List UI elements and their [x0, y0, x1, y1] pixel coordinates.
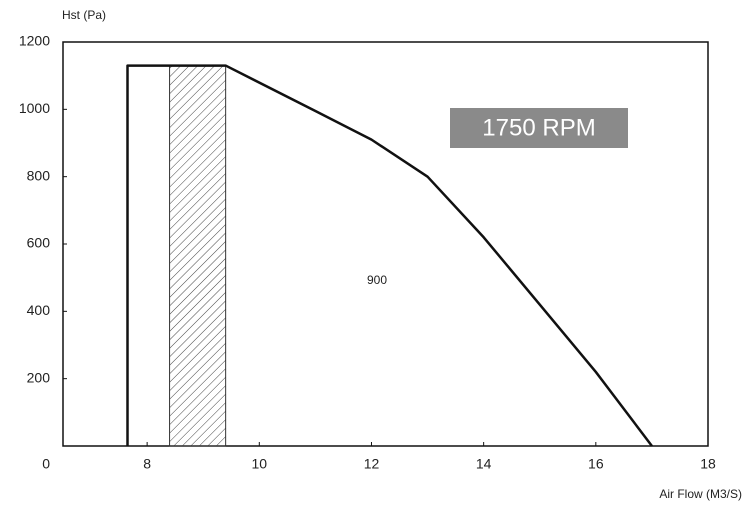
y-tick-label: 600	[27, 235, 51, 251]
hatched-band	[170, 66, 226, 446]
region-label: 900	[367, 273, 387, 287]
x-tick-label: 10	[252, 456, 268, 472]
x-tick-label: 8	[143, 456, 151, 472]
y-tick-label: 800	[27, 167, 51, 183]
y-tick-label: 400	[27, 302, 51, 318]
y-tick-label: 0	[42, 456, 50, 472]
y-axis-label: Hst (Pa)	[62, 8, 106, 22]
plot-frame	[63, 42, 708, 446]
x-axis-label: Air Flow (M3/S)	[659, 487, 742, 501]
page: {"chart_data": {"type": "line", "y_label…	[0, 0, 745, 509]
y-tick-label: 1000	[19, 100, 50, 116]
x-tick-label: 14	[476, 456, 492, 472]
x-tick-label: 12	[364, 456, 380, 472]
x-tick-label: 18	[700, 456, 716, 472]
y-tick-label: 1200	[19, 33, 50, 49]
y-tick-label: 200	[27, 369, 51, 385]
chart: Hst (Pa) Air Flow (M3/S) 0 200 400 600 800 10…	[0, 0, 745, 509]
x-tick-label: 16	[588, 456, 604, 472]
rpm-label: 1750 RPM	[482, 114, 595, 141]
